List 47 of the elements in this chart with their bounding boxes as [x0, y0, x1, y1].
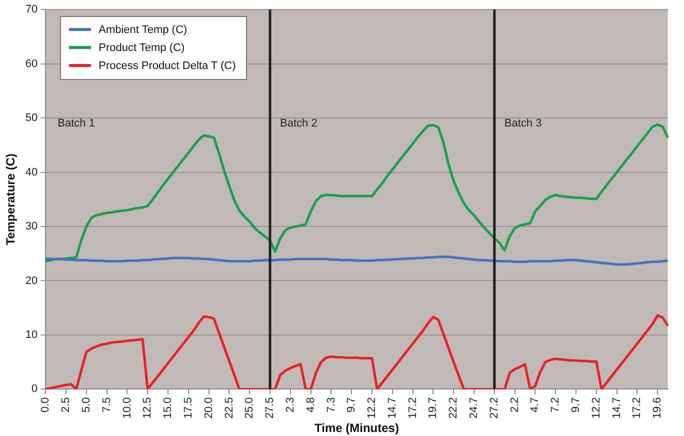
x-tick-label: 24.7 [468, 397, 480, 419]
x-tick-label: 17.2 [406, 397, 419, 419]
x-tick-label: 14.7 [610, 397, 623, 419]
x-tick-label: 7.3 [325, 397, 338, 412]
ref-line-label: Batch 2 [280, 118, 318, 130]
x-tick-label: 7.5 [100, 397, 113, 412]
x-tick-label: 19.6 [652, 397, 664, 419]
legend-label: Ambient Temp (C) [98, 24, 188, 36]
y-tick-label: 40 [25, 166, 38, 178]
y-tick-label: 30 [25, 220, 38, 233]
y-tick-label: 10 [25, 328, 38, 341]
x-tick-label: 9.7 [346, 397, 358, 412]
y-axis-title: Temperature (C) [4, 153, 18, 246]
x-tick-label: 15.0 [162, 397, 174, 419]
x-tick-label: 0.0 [40, 397, 52, 412]
x-tick-label: 5.0 [80, 397, 92, 412]
x-tick-label: 22.5 [223, 397, 236, 419]
x-tick-label: 2.2 [508, 397, 521, 412]
x-tick-label: 14.7 [386, 397, 398, 419]
annotation: Batch 1 [58, 118, 95, 130]
x-tick-label: 7.2 [550, 397, 562, 412]
x-tick-label: 12.2 [590, 397, 602, 419]
x-tick-label: 2.5 [60, 397, 72, 412]
x-tick-label: 9.7 [570, 397, 582, 412]
x-tick-label: 19.7 [427, 397, 440, 419]
x-tick-label: 10.0 [121, 397, 134, 419]
y-tick-label: 60 [25, 58, 38, 70]
x-tick-label: 25.0 [244, 397, 256, 419]
x-tick-label: 12.2 [366, 397, 378, 419]
x-tick-label: 27.2 [488, 397, 500, 419]
x-tick-label: 17.5 [182, 397, 194, 419]
y-tick-label: 0 [32, 383, 38, 396]
x-axis-title: Time (Minutes) [314, 421, 399, 436]
x-tick-label: 22.2 [448, 397, 460, 419]
ref-line-label: Batch 3 [504, 118, 542, 130]
x-tick-label: 4.8 [304, 397, 317, 412]
y-tick-label: 70 [25, 4, 38, 16]
legend-label: Process Product Delta T (C) [98, 60, 236, 72]
x-tick-label: 17.2 [631, 397, 644, 419]
legend-label: Product Temp (C) [98, 42, 185, 54]
x-tick-label: 2.3 [284, 397, 296, 412]
x-tick-label: 12.5 [142, 397, 154, 419]
x-tick-label: 4.7 [529, 397, 542, 412]
y-tick-label: 20 [25, 274, 38, 287]
y-tick-label: 50 [25, 112, 38, 124]
x-tick-label: 20.0 [202, 397, 215, 419]
x-tick-label: 27.5 [264, 397, 276, 419]
